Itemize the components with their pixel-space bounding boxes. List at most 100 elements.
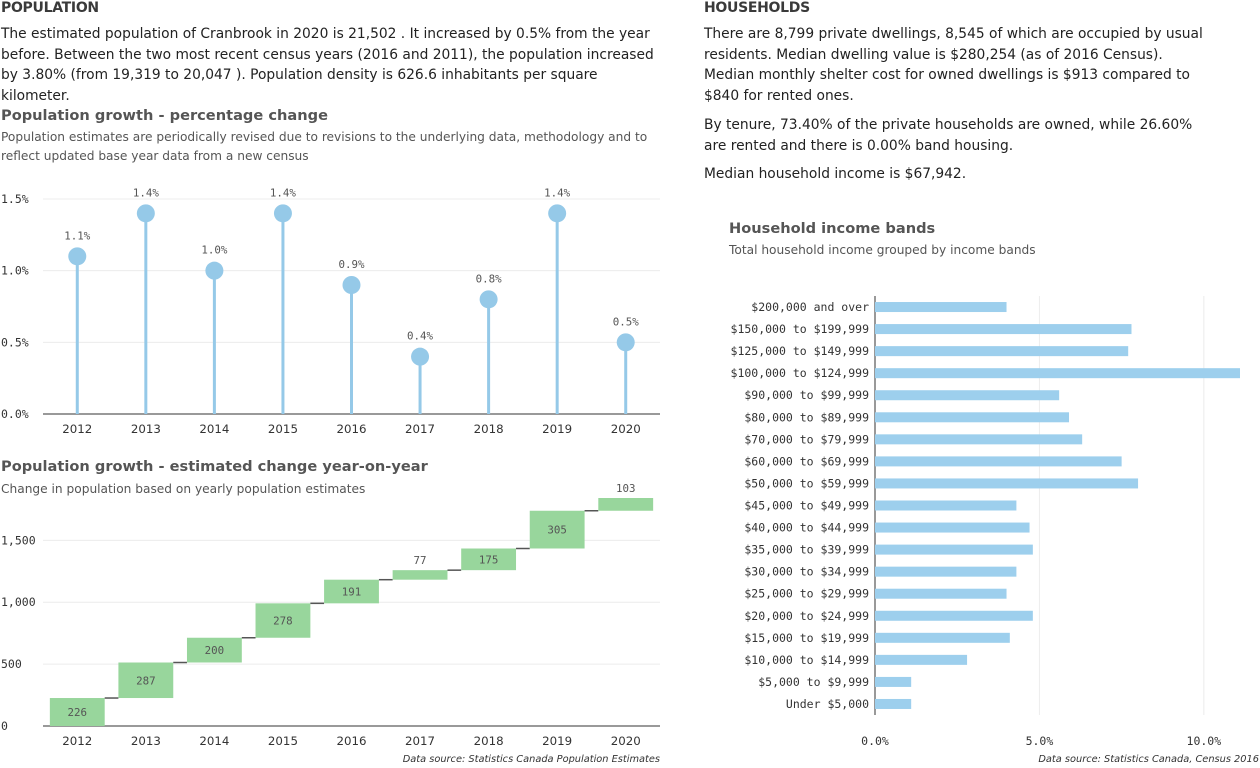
x-tick-label: 2014	[199, 734, 229, 748]
y-tick-label: $125,000 to $149,999	[731, 344, 870, 358]
population-heading: POPULATION	[1, 0, 99, 16]
income-bar-chart: 0.0% 5.0% 10.0% $200,000 and over $150,000 t…	[700, 290, 1260, 750]
x-tick-label: 5.0%	[1026, 734, 1054, 748]
x-tick-label: 2012	[62, 422, 92, 436]
income-bar	[875, 589, 1007, 599]
y-tick-label: $70,000 to $79,999	[744, 432, 869, 446]
x-tick-label: 2014	[199, 422, 229, 436]
data-label: 175	[479, 553, 499, 566]
y-tick-label: $5,000 to $9,999	[758, 675, 869, 689]
income-bar	[875, 434, 1082, 444]
x-tick-label: 2015	[268, 734, 298, 748]
y-tick-label: $45,000 to $49,999	[744, 499, 869, 513]
x-tick-label: 2017	[405, 734, 435, 748]
y-tick-label: $200,000 and over	[751, 300, 869, 314]
data-label: 0.8%	[476, 272, 503, 285]
y-tick-label: 0	[1, 719, 8, 733]
y-tick-label: $30,000 to $34,999	[744, 565, 869, 579]
x-tick-label: 2016	[336, 422, 366, 436]
income-bar	[875, 478, 1138, 488]
income-bar	[875, 567, 1016, 577]
x-tick-label: 2015	[268, 422, 298, 436]
x-tick-label: 2016	[336, 734, 366, 748]
income-bar	[875, 677, 911, 687]
y-tick-label: 0.5%	[1, 335, 29, 349]
y-tick-label: 500	[1, 657, 22, 671]
income-bar	[875, 699, 911, 709]
households-paragraph-1: There are 8,799 private dwellings, 8,545…	[704, 24, 1204, 106]
data-label: 1.4%	[270, 186, 297, 199]
waterfall-chart-title: Population growth - estimated change yea…	[1, 458, 428, 475]
y-tick-label: $60,000 to $69,999	[744, 454, 869, 468]
y-tick-label: $80,000 to $89,999	[744, 410, 869, 424]
income-bar	[875, 633, 1010, 643]
y-tick-label: 1.0%	[1, 264, 29, 278]
y-tick-label: $25,000 to $29,999	[744, 587, 869, 601]
data-label: 191	[342, 586, 362, 599]
income-chart-subtitle: Total household income grouped by income…	[729, 241, 1036, 260]
data-label: 1.4%	[133, 186, 160, 199]
lollipop-point	[411, 348, 429, 366]
lollipop-point	[480, 290, 498, 308]
y-tick-label: 0.0%	[1, 407, 29, 421]
income-bar	[875, 456, 1122, 466]
growth-waterfall-chart: 0 500 1,000 1,500 226 2012 287 2013 200 2014 278 20…	[0, 480, 665, 755]
growth-chart-subtitle: Population estimates are periodically re…	[1, 128, 671, 166]
income-bar	[875, 655, 967, 665]
lollipop-point	[548, 204, 566, 222]
waterfall-bar	[393, 570, 448, 580]
income-chart-title: Household income bands	[729, 220, 935, 237]
data-label: 103	[616, 482, 636, 495]
households-paragraph-2: By tenure, 73.40% of the private househo…	[704, 115, 1204, 156]
data-label: 1.1%	[64, 229, 91, 242]
y-tick-label: $20,000 to $24,999	[744, 609, 869, 623]
y-tick-label: $35,000 to $39,999	[744, 543, 869, 557]
income-bar	[875, 523, 1030, 533]
y-tick-label: $150,000 to $199,999	[731, 322, 870, 336]
income-bar	[875, 545, 1033, 555]
income-bar	[875, 501, 1016, 511]
x-tick-label: 2019	[542, 734, 572, 748]
data-label: 1.4%	[544, 186, 571, 199]
x-tick-label: 2020	[611, 734, 641, 748]
data-label: 278	[273, 615, 293, 628]
data-label: 287	[136, 674, 156, 687]
x-tick-label: 2013	[131, 422, 161, 436]
lollipop-point	[617, 333, 635, 351]
waterfall-source: Data source: Statistics Canada Populatio…	[403, 754, 660, 765]
lollipop-point	[274, 204, 292, 222]
y-tick-label: 1,000	[1, 595, 36, 609]
y-tick-label: 1.5%	[1, 192, 29, 206]
growth-chart-title: Population growth - percentage change	[1, 107, 328, 124]
data-label: 0.5%	[613, 315, 640, 328]
income-bar	[875, 390, 1059, 400]
x-tick-label: 2020	[611, 422, 641, 436]
x-tick-label: 2017	[405, 422, 435, 436]
income-bar	[875, 412, 1069, 422]
data-label: 305	[547, 524, 567, 537]
lollipop-point	[343, 276, 361, 294]
income-source: Data source: Statistics Canada, Census 2…	[1038, 754, 1259, 765]
y-tick-label: 1,500	[1, 533, 36, 547]
data-label: 1.0%	[201, 244, 228, 257]
income-bar	[875, 368, 1240, 378]
x-tick-label: 0.0%	[861, 734, 889, 748]
x-tick-label: 10.0%	[1187, 734, 1222, 748]
waterfall-bar	[598, 498, 653, 511]
x-tick-label: 2013	[131, 734, 161, 748]
y-tick-label: $10,000 to $14,999	[744, 653, 869, 667]
data-label: 0.4%	[407, 330, 434, 343]
y-tick-label: $100,000 to $124,999	[731, 366, 870, 380]
x-tick-label: 2019	[542, 422, 572, 436]
households-paragraph-3: Median household income is $67,942.	[704, 164, 1204, 185]
data-label: 0.9%	[338, 258, 365, 271]
x-tick-label: 2018	[474, 734, 504, 748]
lollipop-point	[137, 204, 155, 222]
x-tick-label: 2012	[62, 734, 92, 748]
population-paragraph: The estimated population of Cranbrook in…	[1, 24, 666, 106]
lollipop-point	[68, 247, 86, 265]
y-tick-label: $90,000 to $99,999	[744, 388, 869, 402]
income-bar	[875, 324, 1131, 334]
lollipop-point	[205, 262, 223, 280]
y-tick-label: Under $5,000	[786, 697, 869, 711]
